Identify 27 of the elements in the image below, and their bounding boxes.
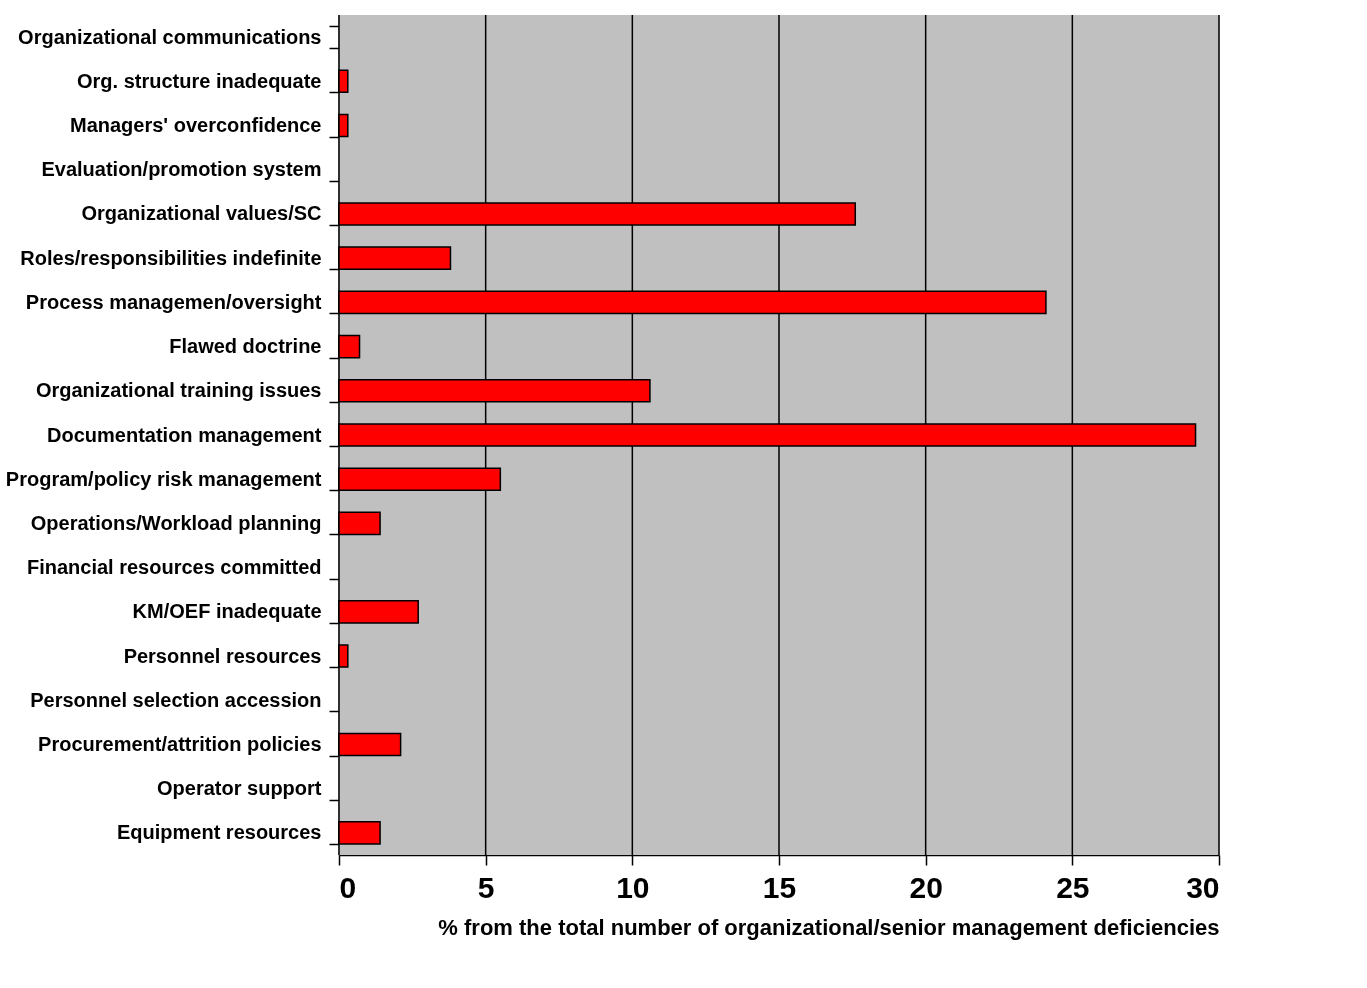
x-tick-label: 10 [616,870,650,904]
y-tick-label: Personnel selection accession [30,688,322,711]
x-axis-title: % from the total number of organizational/senior management deficiencies [438,914,1220,940]
y-tick-label: Program/policy risk management [5,467,322,490]
y-tick-label: Roles/responsibilities indefinite [20,246,322,269]
y-tick-label: Organizational training issues [35,379,322,402]
y-tick-label: Evaluation/promotion system [41,158,322,181]
x-tick-label: 15 [762,870,797,904]
x-tick-label: 0 [339,870,357,904]
y-tick-label: Operator support [157,777,322,800]
y-tick-label: Organizational communications [18,25,322,48]
y-tick-label: Equipment resources [116,821,322,844]
x-tick-label: 25 [1056,870,1090,904]
y-tick-label: Documentation management [47,423,322,446]
x-tick-label: 5 [477,870,495,904]
y-tick-label: KM/OEF inadequate [132,600,322,623]
y-tick-label: Personnel resources [123,644,322,667]
y-tick-label: Financial resources committed [26,556,322,579]
y-tick-label: Procurement/attrition policies [38,732,322,755]
y-tick-label: Flawed doctrine [169,335,322,358]
y-tick-label: Operations/Workload planning [30,511,322,534]
y-tick-label: Managers' overconfidence [69,114,322,137]
y-tick-label: Process managemen/oversight [25,290,322,313]
x-tick-label: 20 [909,870,943,904]
y-tick-label: Org. structure inadequate [77,69,322,92]
x-tick-label: 30 [1186,870,1220,904]
y-tick-label: Organizational values/SC [81,202,322,225]
